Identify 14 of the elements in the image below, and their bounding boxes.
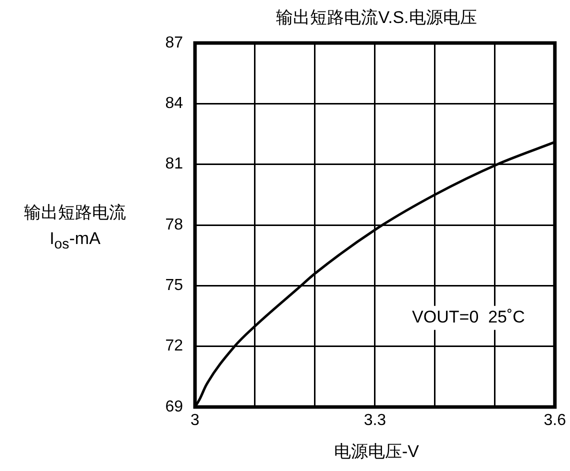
x-tick-label: 3 — [190, 412, 200, 430]
annotation: VOUT=0 25˚C — [412, 308, 525, 327]
y-tick-label: 78 — [165, 216, 184, 234]
y-axis-title: 输出短路电流 I$_{os}$-mA — [23, 202, 127, 254]
y-tick-label: 87 — [165, 34, 184, 52]
y-tick-label: 81 — [165, 156, 184, 173]
chart-title: 输出短路电流V.S.电源电压 — [275, 7, 478, 29]
x-tick-label: 3.6 — [544, 412, 566, 430]
y-tick-label: 75 — [165, 277, 184, 294]
y-tick-label: 69 — [165, 398, 184, 416]
x-axis-title: 电源电压-V — [333, 441, 420, 463]
y-tick-label: 72 — [165, 338, 184, 355]
x-tick-label: 3.3 — [364, 412, 386, 430]
y-tick-label: 84 — [165, 95, 184, 112]
